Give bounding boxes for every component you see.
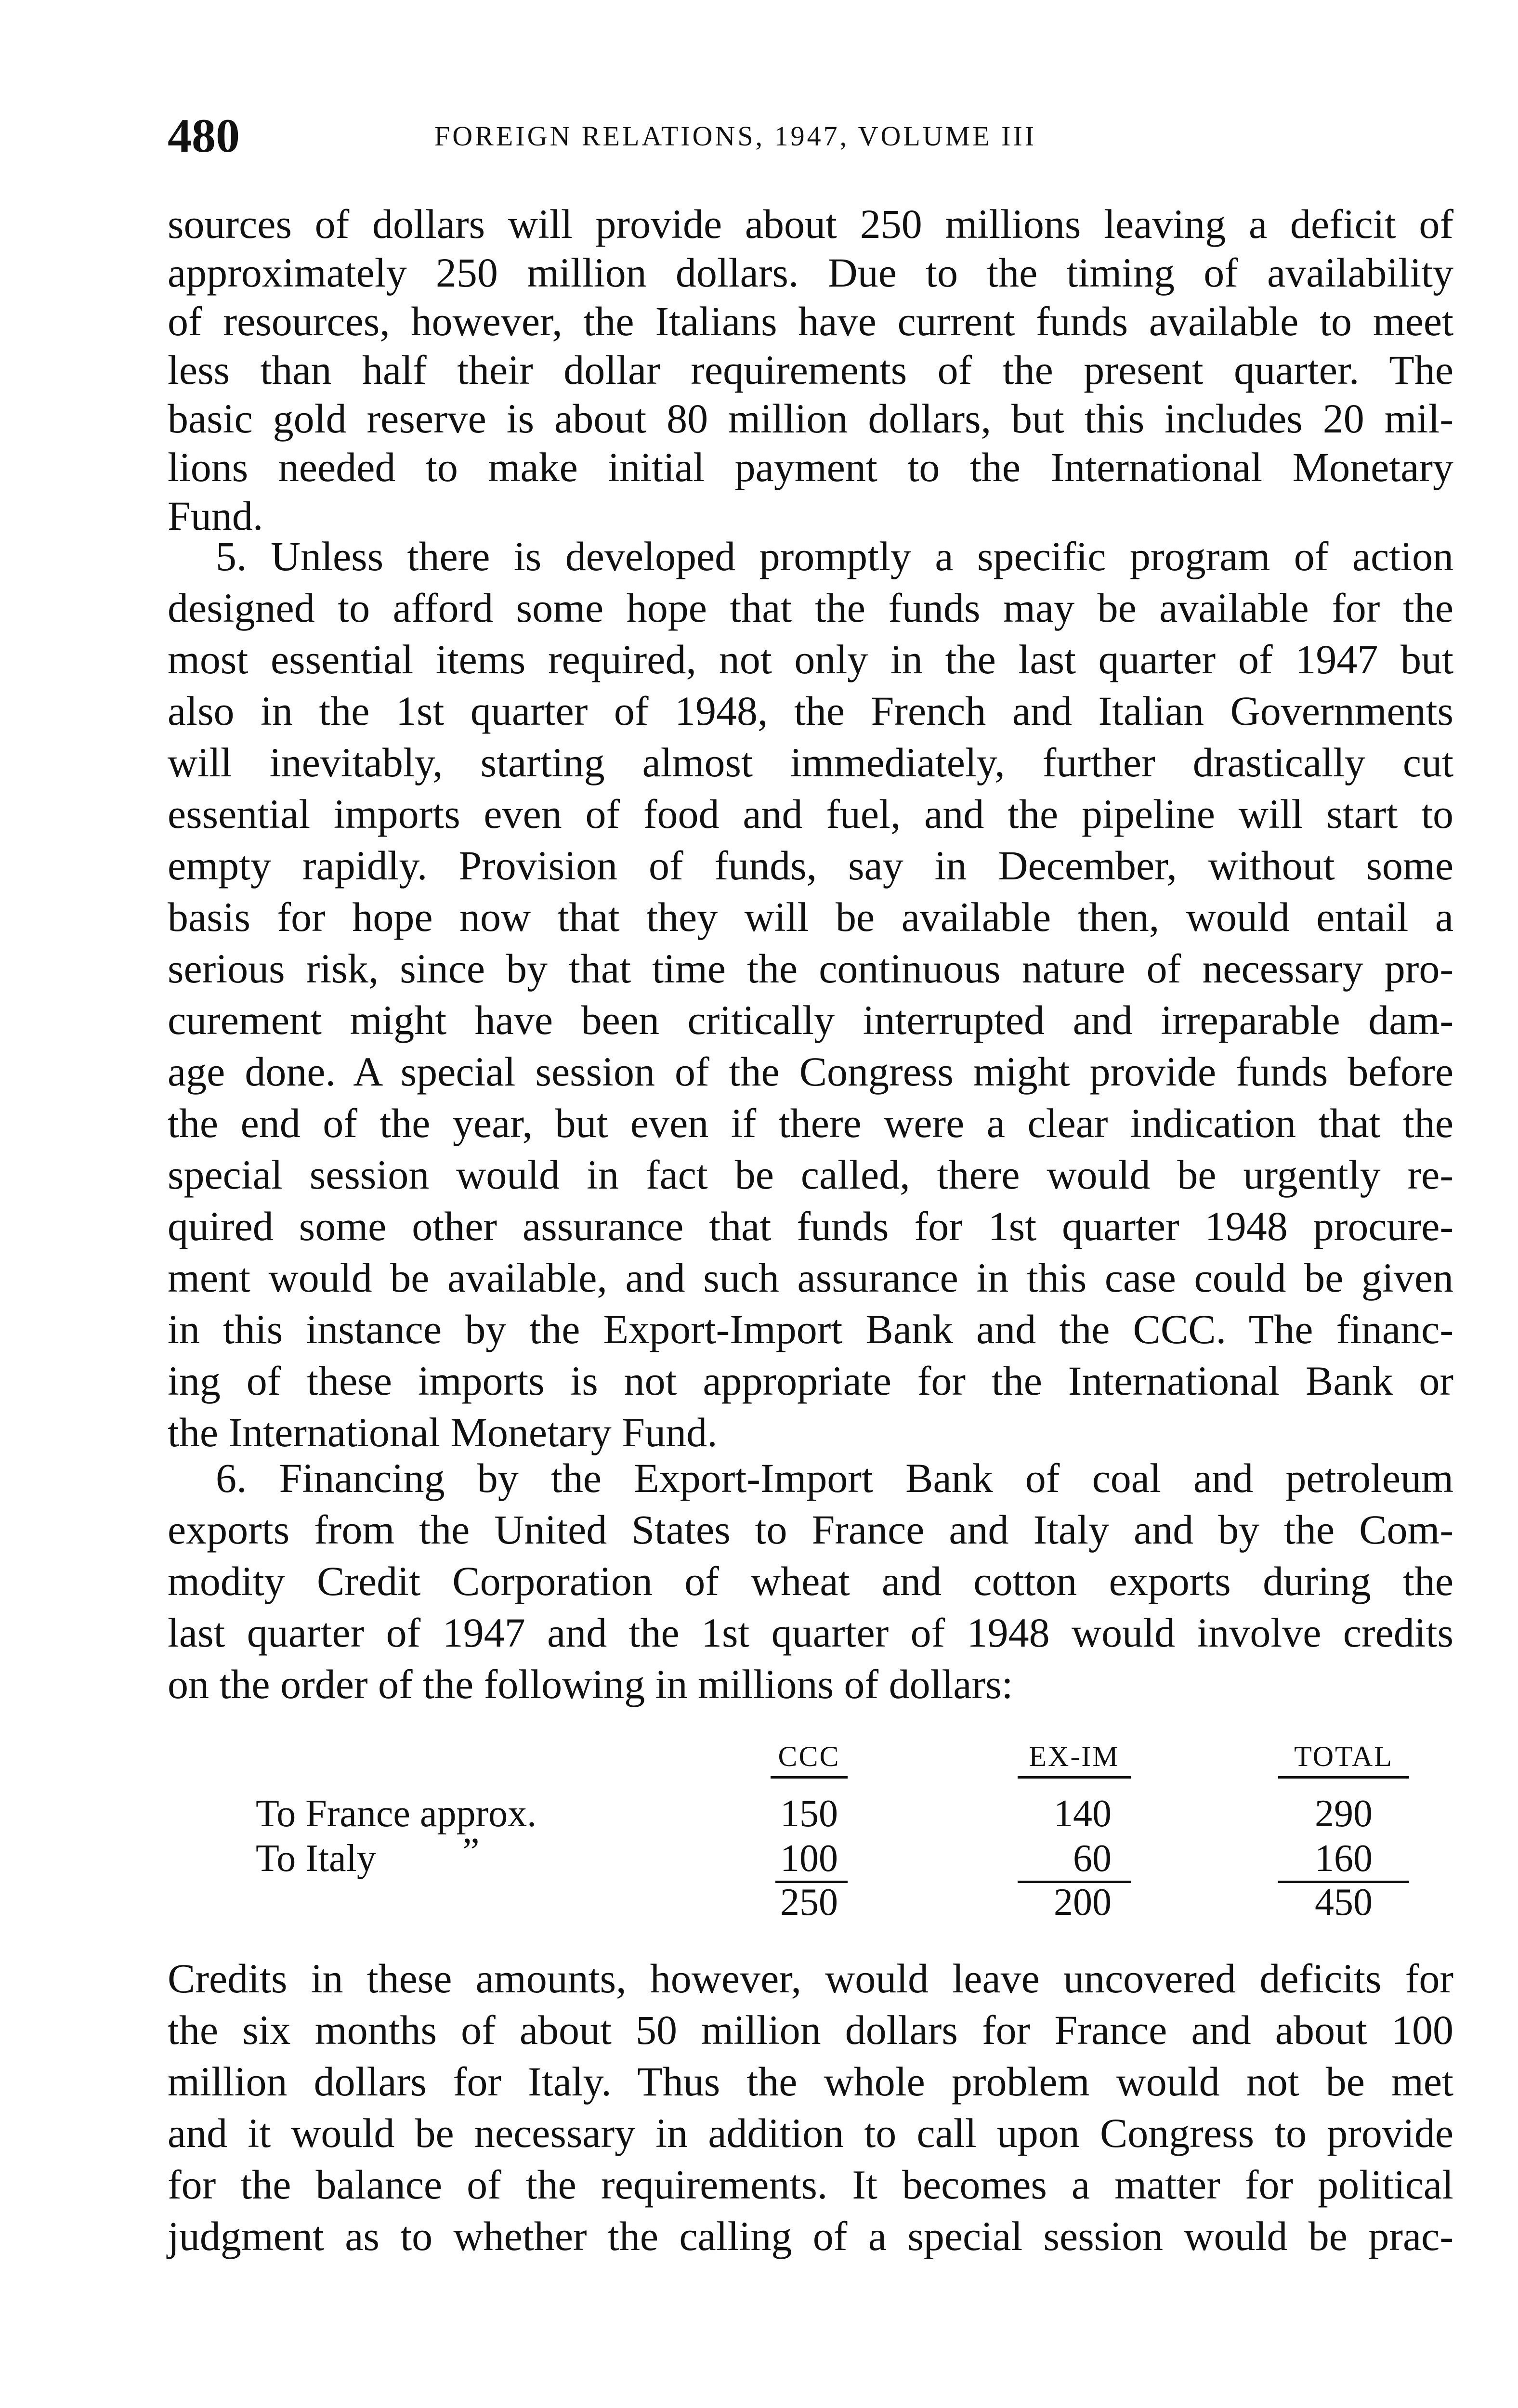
paragraph-continued: sources of dollars will provide about 25… <box>168 200 1453 540</box>
cell-france-exim: 140 <box>1054 1793 1112 1835</box>
ditto-mark: ” <box>462 1831 480 1873</box>
text-line: also in the 1st quarter of 1948, the Fre… <box>168 688 1453 734</box>
text-line: the International Monetary Fund. <box>168 1409 718 1455</box>
text-line: exports from the United States to France… <box>168 1506 1453 1553</box>
text-line: modity Credit Corporation of wheat and c… <box>168 1558 1453 1604</box>
cell-italy-exim: 60 <box>1073 1837 1112 1880</box>
text-line: of resources, however, the Italians have… <box>168 298 1453 344</box>
text-line: designed to afford some hope that the fu… <box>168 585 1453 631</box>
text-line: and it would be necessary in addition to… <box>168 2110 1453 2156</box>
text-line: curement might have been critically inte… <box>168 997 1453 1043</box>
text-line: ment would be available, and such assura… <box>168 1255 1453 1301</box>
cell-france-total: 290 <box>1315 1793 1373 1835</box>
text-line: ing of these imports is not appropriate … <box>168 1358 1453 1404</box>
row-label-france: To France approx. <box>256 1793 537 1835</box>
text-line: special session would in fact be called,… <box>168 1152 1453 1198</box>
paragraph-6: 6. Financing by the Export-Import Bank o… <box>168 1453 1453 1710</box>
text-line: approximately 250 million dollars. Due t… <box>168 249 1453 296</box>
text-line: on the order of the following in million… <box>168 1661 1013 1707</box>
cell-france-ccc: 150 <box>780 1793 838 1835</box>
text-line: for the balance of the requirements. It … <box>168 2161 1453 2208</box>
text-line: basis for hope now that they will be ava… <box>168 894 1453 940</box>
text-line: the six months of about 50 million dolla… <box>168 2007 1453 2053</box>
row-label-italy: To Italy <box>256 1837 376 1880</box>
column-header-total: TOTAL <box>1278 1740 1409 1779</box>
text-line: 6. Financing by the Export-Import Bank o… <box>216 1455 1453 1501</box>
text-line: Fund. <box>168 493 263 539</box>
sum-rule-exim <box>1018 1881 1131 1883</box>
text-line: will inevitably, starting almost immedia… <box>168 739 1453 785</box>
text-line: age done. A special session of the Congr… <box>168 1048 1453 1095</box>
text-line: serious risk, since by that time the con… <box>168 945 1453 992</box>
text-line: quired some other assurance that funds f… <box>168 1203 1453 1249</box>
text-line: 5. Unless there is developed promptly a … <box>216 533 1453 579</box>
sum-rule-total <box>1278 1881 1409 1883</box>
text-line: essential imports even of food and fuel,… <box>168 791 1453 837</box>
text-line: the end of the year, but even if there w… <box>168 1100 1453 1146</box>
text-line: Credits in these amounts, however, would… <box>168 1955 1453 2002</box>
text-line: lions needed to make initial payment to … <box>168 444 1453 490</box>
total-ccc: 250 <box>780 1881 838 1924</box>
text-line: sources of dollars will provide about 25… <box>168 201 1453 247</box>
cell-italy-total: 160 <box>1315 1837 1373 1880</box>
page-number: 480 <box>168 109 240 162</box>
column-header-ccc: CCC <box>771 1740 848 1779</box>
text-line: last quarter of 1947 and the 1st quarter… <box>168 1610 1453 1656</box>
cell-italy-ccc: 100 <box>780 1837 838 1880</box>
text-line: basic gold reserve is about 80 million d… <box>168 395 1453 442</box>
running-head: FOREIGN RELATIONS, 1947, VOLUME III <box>434 120 1037 152</box>
text-line: million dollars for Italy. Thus the whol… <box>168 2058 1453 2105</box>
text-line: in this instance by the Export-Import Ba… <box>168 1306 1453 1352</box>
paragraph-credits: Credits in these amounts, however, would… <box>168 1953 1453 2262</box>
text-line: less than half their dollar requirements… <box>168 347 1453 393</box>
column-header-ex-im: EX-IM <box>1018 1740 1131 1779</box>
total-total: 450 <box>1315 1881 1373 1924</box>
total-exim: 200 <box>1054 1881 1112 1924</box>
sum-rule-ccc <box>775 1881 848 1883</box>
text-line: empty rapidly. Provision of funds, say i… <box>168 842 1453 889</box>
text-line: judgment as to whether the calling of a … <box>168 2213 1453 2259</box>
paragraph-5: 5. Unless there is developed promptly a … <box>168 531 1453 1458</box>
text-line: most essential items required, not only … <box>168 636 1453 682</box>
